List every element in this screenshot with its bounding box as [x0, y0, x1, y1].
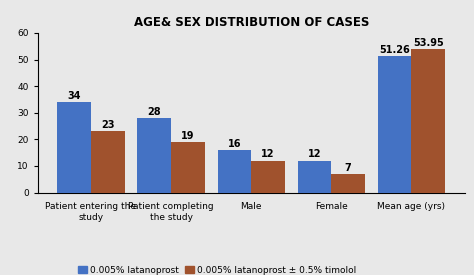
Title: AGE& SEX DISTRIBUTION OF CASES: AGE& SEX DISTRIBUTION OF CASES: [134, 16, 369, 29]
Bar: [251, 161, 285, 192]
Bar: [57, 102, 91, 192]
Text: 28: 28: [147, 107, 161, 117]
Text: 12: 12: [261, 149, 275, 159]
Text: 16: 16: [228, 139, 241, 148]
Bar: [218, 150, 251, 192]
Text: 19: 19: [181, 131, 195, 141]
Legend: 0.005% latanoprost, 0.005% latanoprost ± 0.5% timolol: 0.005% latanoprost, 0.005% latanoprost ±…: [75, 263, 359, 275]
Text: 7: 7: [345, 163, 352, 173]
Bar: [298, 161, 331, 192]
Bar: [411, 49, 445, 192]
Bar: [91, 131, 125, 192]
Bar: [331, 174, 365, 192]
Bar: [378, 56, 411, 192]
Text: 23: 23: [101, 120, 115, 130]
Text: 53.95: 53.95: [413, 38, 444, 48]
Text: 51.26: 51.26: [379, 45, 410, 55]
Text: 34: 34: [67, 91, 81, 101]
Text: 12: 12: [308, 149, 321, 159]
Bar: [137, 118, 171, 192]
Bar: [171, 142, 205, 192]
